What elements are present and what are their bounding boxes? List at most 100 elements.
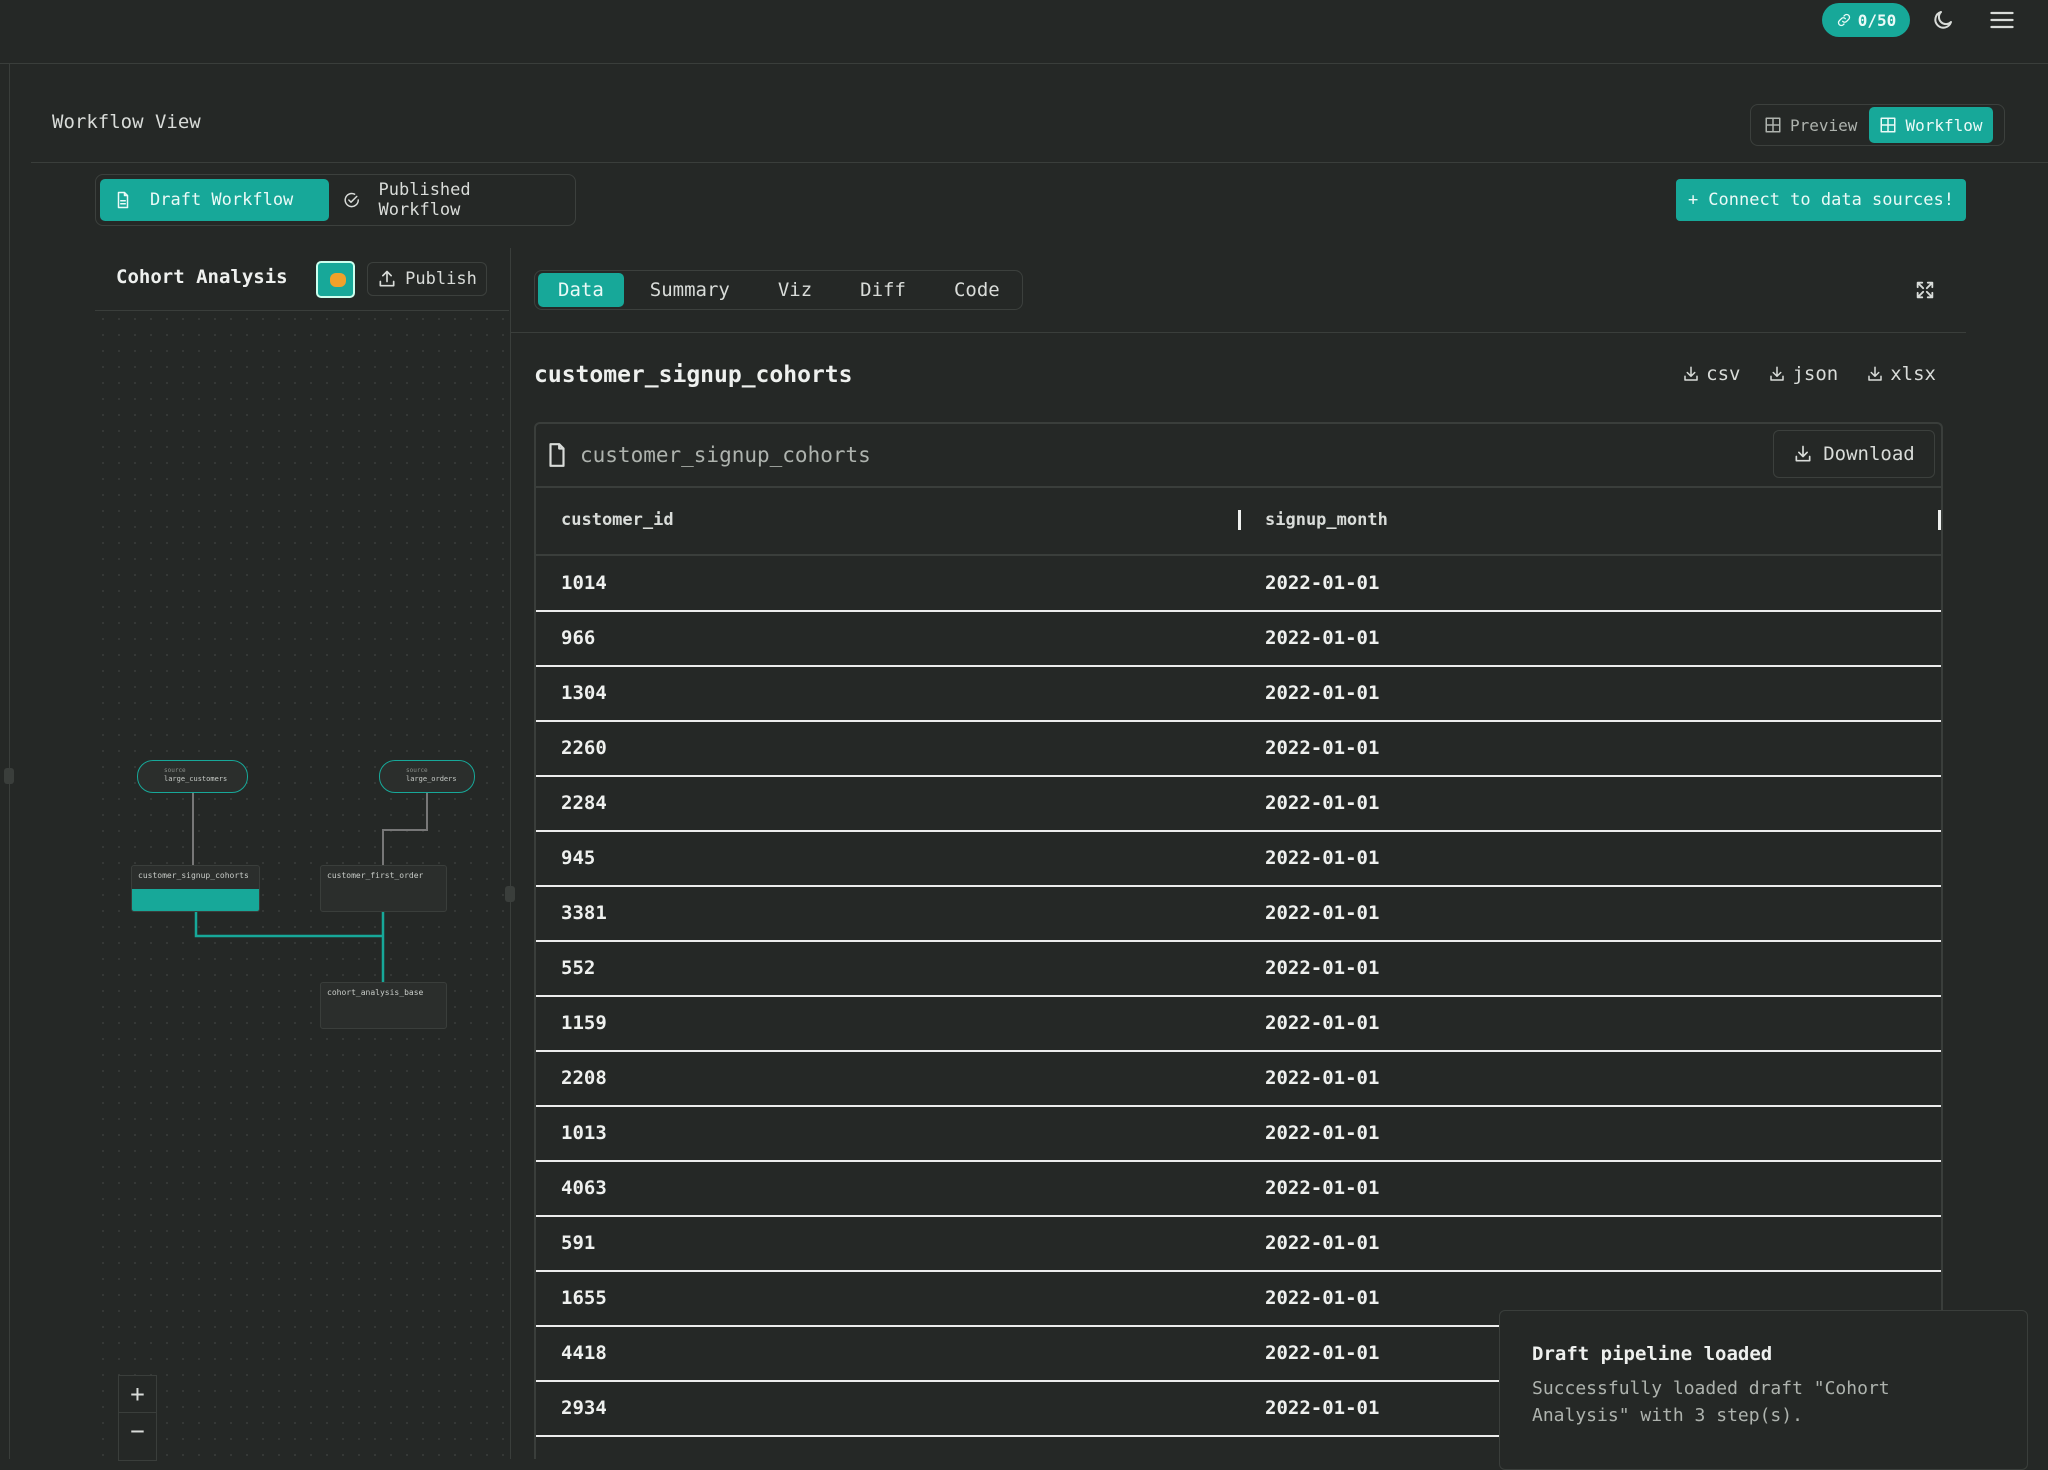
workflow-tabs: Draft Workflow Published Workflow (95, 174, 576, 226)
zoom-in[interactable]: + (130, 1380, 145, 1408)
download-link[interactable]: csv (1682, 363, 1740, 385)
download-link[interactable]: xlsx (1866, 363, 1936, 385)
table-cell-text: 2022-01-01 (1265, 957, 1380, 979)
mode-option[interactable]: Preview (1754, 107, 1867, 143)
table-cell-text: 2022-01-01 (1265, 1342, 1380, 1364)
table-cell: 2022-01-01 (1265, 847, 1379, 869)
connect-text: Connect to data sources! (1708, 190, 1954, 210)
node-label: customer_first_order (327, 871, 440, 880)
workflow-tab-text: Draft Workflow (150, 190, 294, 210)
table-cell-text: 552 (561, 957, 596, 979)
top-bar (0, 0, 2048, 64)
theme-toggle[interactable] (1931, 8, 1955, 32)
table-cell-text: 1159 (561, 1012, 607, 1034)
table-cell-text: 945 (561, 847, 596, 869)
table-cell-text: 2022-01-01 (1265, 1012, 1380, 1034)
download-link-text: xlsx (1890, 363, 1936, 385)
step-node[interactable]: customer_first_order (320, 865, 447, 912)
table-row: 3381 2022-01-01 (536, 886, 1941, 942)
node-kind: source (406, 767, 474, 775)
table-row: 591 2022-01-01 (536, 1216, 1941, 1272)
step-node[interactable]: customer_signup_cohorts (131, 865, 260, 912)
zoom-out[interactable]: − (119, 1412, 156, 1449)
table-cell-text: 2022-01-01 (1265, 1122, 1380, 1144)
table: customer_id signup_month 1014 2022-01-01 966… (536, 486, 1941, 1459)
publish-button[interactable]: Publish (367, 262, 487, 296)
table-cell-text: 966 (561, 627, 596, 649)
workflow-tab[interactable]: Published Workflow (329, 179, 571, 221)
column-resizer[interactable] (1238, 510, 1241, 530)
icon (1765, 117, 1781, 133)
publish-text: Publish (405, 269, 477, 289)
table-cell-text: 2022-01-01 (1265, 847, 1380, 869)
table-cell: 2022-01-01 (1265, 957, 1379, 979)
usage-badge[interactable]: 0/50 (1822, 3, 1910, 37)
view-tab-text: Viz (777, 279, 813, 301)
column-resizer[interactable] (1938, 510, 1941, 530)
source-node[interactable]: source large_orders (379, 760, 475, 793)
table-row: 2260 2022-01-01 (536, 721, 1941, 777)
dataset-title: customer_signup_cohorts (534, 362, 853, 388)
table-cell: 4063 (561, 1177, 607, 1199)
icon (344, 192, 360, 208)
table-cell-text: 1304 (561, 682, 607, 704)
table-cell: 2022-01-01 (1265, 572, 1379, 594)
table-cell-text: 1655 (561, 1287, 607, 1309)
node-label-text: large_customers (164, 775, 228, 783)
view-tab-text: Summary (649, 279, 730, 301)
node-label: customer_signup_cohorts (138, 871, 253, 880)
table-cell-text: 4418 (561, 1342, 607, 1364)
icon (1770, 366, 1785, 381)
file-name: customer_signup_cohorts (580, 443, 871, 467)
panel-divider (510, 248, 511, 1459)
column-header-text: signup_month (1265, 510, 1388, 530)
node-label: cohort_analysis_base (327, 988, 440, 997)
node-label-text: customer_first_order (327, 871, 424, 880)
edit-icon[interactable] (316, 261, 355, 298)
icon (1684, 366, 1698, 381)
panel-handle[interactable] (505, 886, 515, 902)
view-tab-text: Data (558, 279, 604, 301)
table-row: 2284 2022-01-01 (536, 776, 1941, 832)
download-text: Download (1823, 443, 1915, 465)
table-cell: 2022-01-01 (1265, 737, 1379, 759)
plus-icon: + (1688, 190, 1699, 210)
connect-button[interactable]: + Connect to data sources! (1676, 179, 1966, 221)
node-kind-text: source (164, 767, 186, 774)
view-tab-text: Code (953, 279, 1000, 301)
table-cell: 2022-01-01 (1265, 1232, 1379, 1254)
rail-handle[interactable] (4, 768, 14, 784)
table-row: 1014 2022-01-01 (536, 556, 1941, 612)
download-link[interactable]: json (1768, 363, 1838, 385)
workflow-tab[interactable]: Draft Workflow (100, 179, 330, 221)
table-cell: 2022-01-01 (1265, 1177, 1379, 1199)
menu-button[interactable] (1988, 6, 2016, 34)
view-tab[interactable]: Code (932, 273, 1022, 307)
toast-title: Draft pipeline loaded (1532, 1343, 1773, 1365)
step-node[interactable]: cohort_analysis_base (320, 982, 447, 1029)
table-cell-text: 2022-01-01 (1265, 737, 1380, 759)
table-card: customer_signup_cohorts Download custome… (534, 422, 1943, 1459)
link-icon (1837, 13, 1850, 27)
table-cell: 2022-01-01 (1265, 792, 1379, 814)
table-cell-text: 3381 (561, 902, 607, 924)
view-tab[interactable]: Summary (628, 273, 752, 307)
view-tab[interactable]: Viz (756, 273, 834, 307)
table-cell: 2022-01-01 (1265, 902, 1379, 924)
view-tab[interactable]: Diff (838, 273, 928, 307)
table-cell: 2934 (561, 1397, 607, 1419)
mode-option[interactable]: Workflow (1869, 107, 1993, 143)
view-tabs: Data Summary Viz Diff Code (534, 270, 1023, 310)
view-tab[interactable]: Data (538, 273, 624, 307)
table-cell: 2022-01-01 (1265, 682, 1379, 704)
download-button[interactable]: Download (1773, 430, 1935, 478)
table-cell: 552 (561, 957, 595, 979)
source-node[interactable]: source large_customers (137, 760, 248, 793)
toast: Draft pipeline loaded Successfully loade… (1499, 1310, 2028, 1470)
expand-button[interactable] (1914, 279, 1936, 301)
divider (31, 162, 2048, 163)
table-row: 966 2022-01-01 (536, 611, 1941, 667)
table-cell-text: 2934 (561, 1397, 607, 1419)
table-row: 2208 2022-01-01 (536, 1051, 1941, 1107)
